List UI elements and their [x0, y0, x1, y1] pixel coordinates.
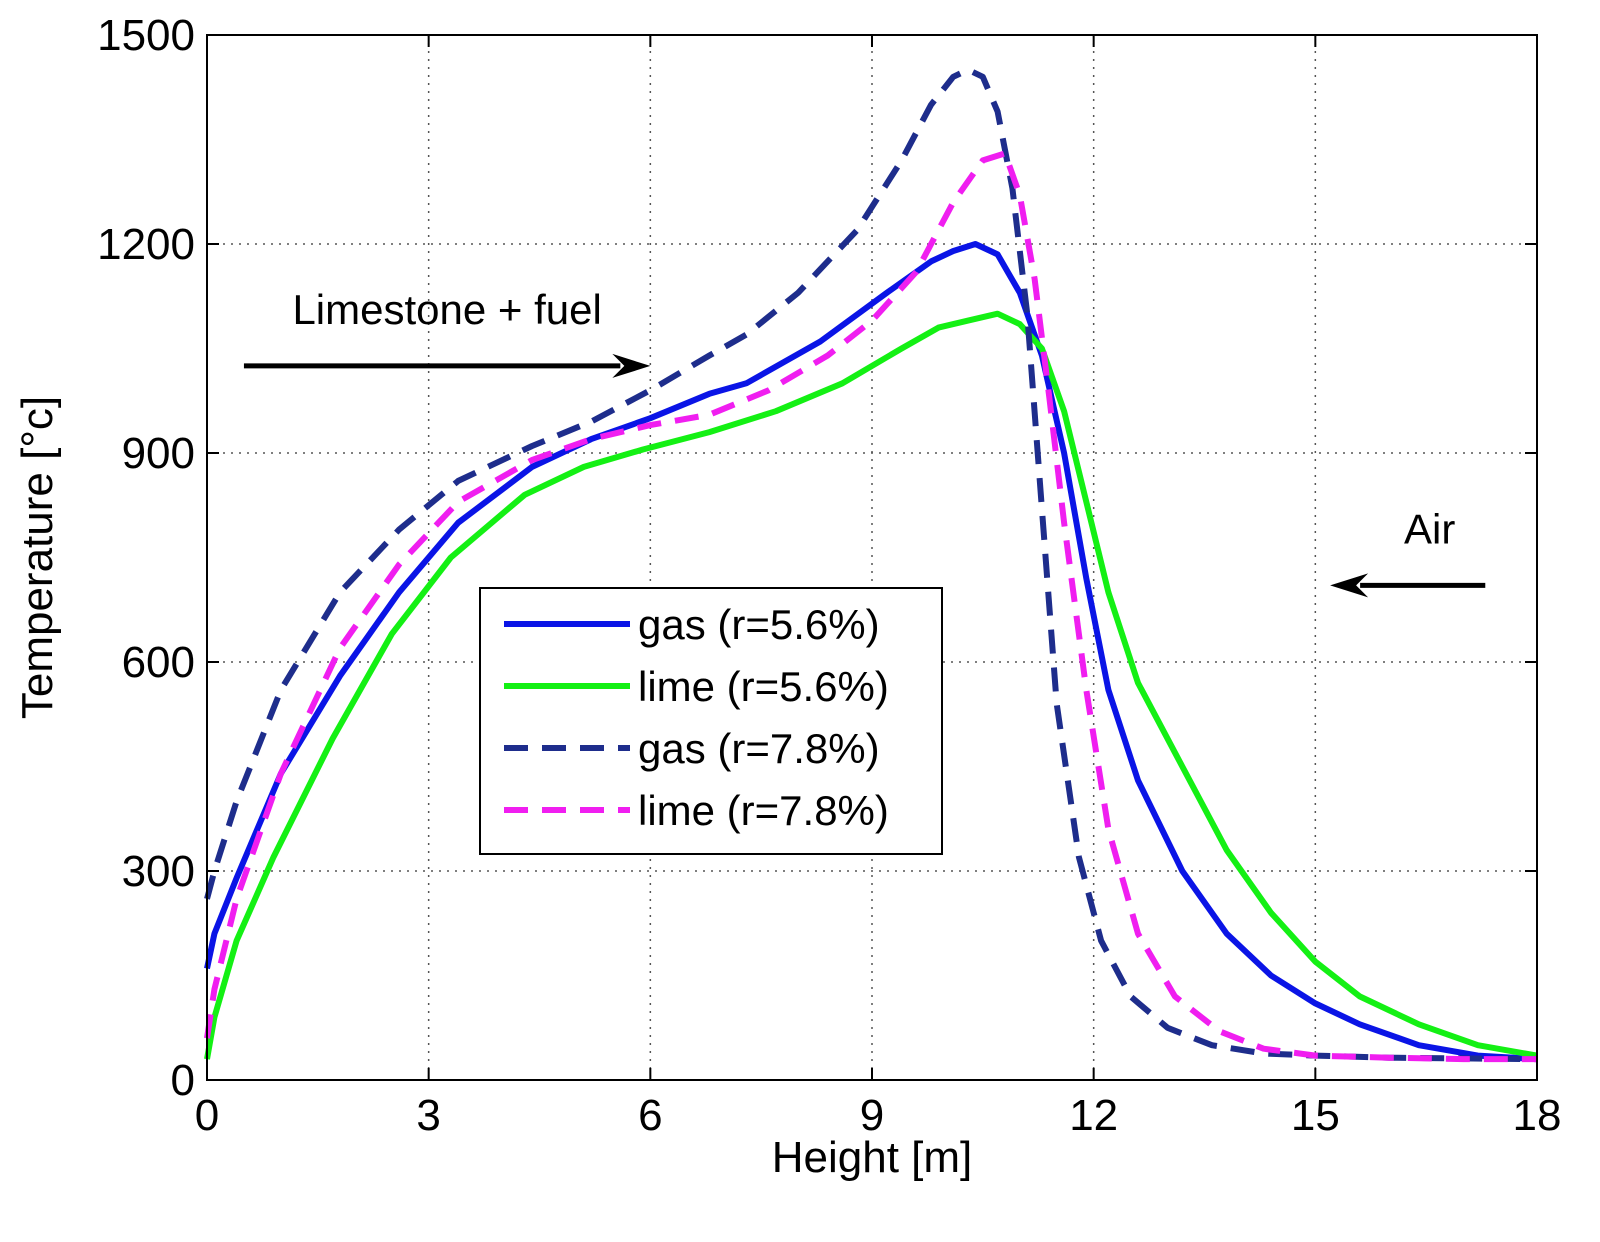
annotation-arrow-left-icon — [1330, 573, 1486, 598]
x-tick-label: 12 — [1069, 1091, 1118, 1140]
x-tick-label: 0 — [195, 1091, 219, 1140]
y-tick-label: 600 — [122, 638, 195, 687]
series-line-2 — [204, 66, 1538, 1063]
x-tick-label: 15 — [1291, 1091, 1340, 1140]
x-tick-label: 3 — [416, 1091, 440, 1140]
x-tick-label: 6 — [638, 1091, 662, 1140]
arrow-head — [1330, 573, 1369, 598]
series-layer — [204, 66, 1538, 1063]
legend-entry-lime-5-6: lime (r=5.6%) — [638, 663, 889, 710]
legend: gas (r=5.6%) lime (r=5.6%) gas (r=7.8%) … — [479, 587, 943, 855]
legend-entry-lime-7-8: lime (r=7.8%) — [638, 787, 889, 834]
y-tick-label: 1200 — [97, 220, 195, 269]
tick-labels: 0 3 6 9 12 15 18 0 300 600 900 1200 1500 — [97, 11, 1561, 1140]
y-tick-label: 0 — [171, 1056, 195, 1105]
x-tick-label: 18 — [1513, 1091, 1562, 1140]
ticks — [206, 34, 1538, 1081]
arrow-head — [612, 353, 651, 378]
annotation-arrow-right-icon — [243, 353, 651, 378]
y-tick-label: 300 — [122, 847, 195, 896]
y-tick-label: 1500 — [97, 11, 195, 60]
series-line-1 — [204, 310, 1538, 1060]
x-tick-label: 9 — [860, 1091, 884, 1140]
legend-entry-gas-5-6: gas (r=5.6%) — [638, 601, 880, 648]
series-line-3 — [204, 150, 1537, 1063]
x-axis-label: Height [m] — [772, 1133, 973, 1182]
legend-entry-gas-7-8: gas (r=7.8%) — [638, 725, 880, 772]
y-axis-label: Temperature [°c] — [13, 396, 62, 719]
annotation-air: Air — [1404, 505, 1455, 552]
annotation-limestone-fuel: Limestone + fuel — [292, 286, 601, 333]
y-tick-label: 900 — [122, 429, 195, 478]
series-line-0 — [204, 241, 1538, 1063]
